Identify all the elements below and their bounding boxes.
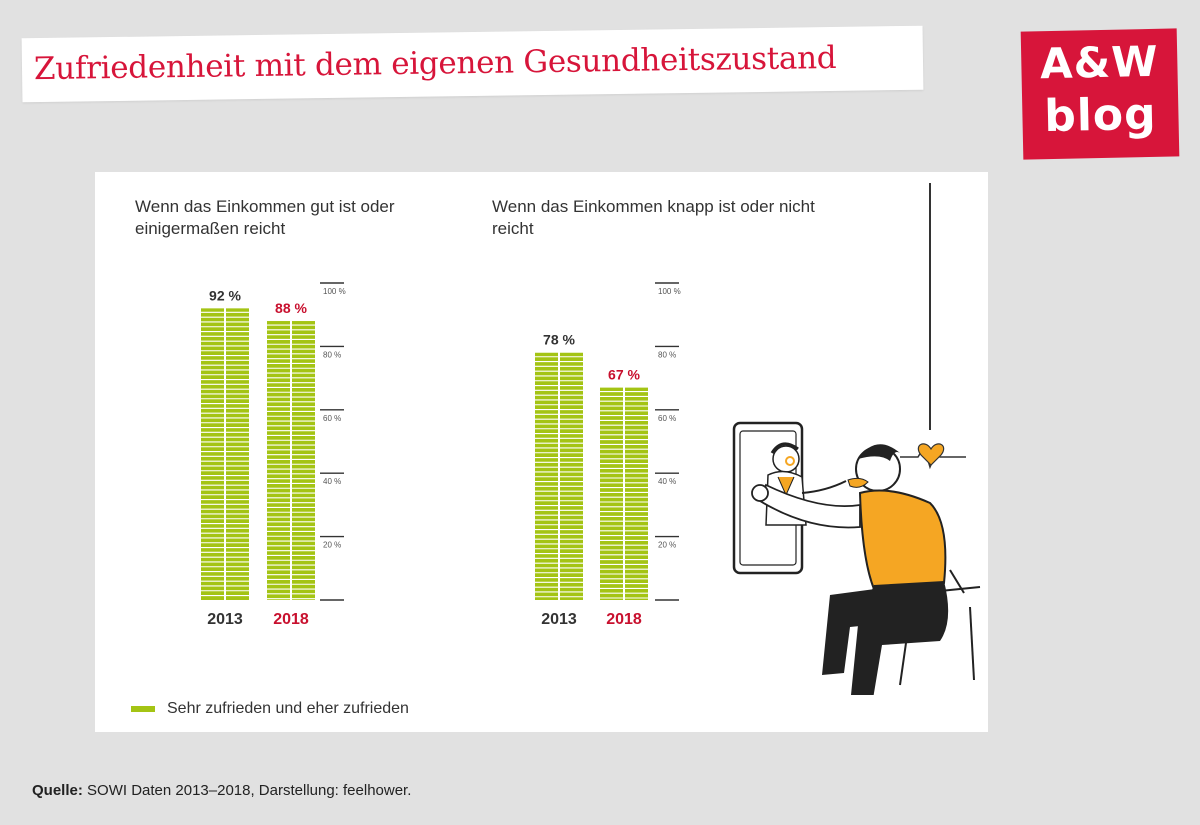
legend: Sehr zufrieden und eher zufrieden — [131, 700, 409, 718]
logo-line1: A&W — [1039, 36, 1160, 89]
bar-column — [201, 308, 224, 600]
bar-charts: 20 % 40 % 60 % 80 % 100 % 92 % 2013 88 % 2018 20 … — [201, 282, 681, 628]
value-label-left-2018: 88 % — [275, 300, 307, 316]
y-tick-label-right-100: 100 % — [658, 287, 681, 296]
category-label-right-2018: 2018 — [606, 611, 642, 628]
y-tick-label-left-60: 60 % — [323, 414, 341, 423]
legend-label: Sehr zufrieden und eher zufrieden — [167, 700, 409, 717]
bar-column — [600, 387, 623, 600]
y-tick-label-right-80: 80 % — [658, 350, 676, 359]
value-label-right-2018: 67 % — [608, 367, 640, 383]
chart-left-title: Wenn das Einkommen gut ist oder einigerm… — [135, 197, 395, 238]
category-label-left-2013: 2013 — [207, 611, 243, 628]
title-banner: Zufriedenheit mit dem eigenen Gesundheit… — [21, 25, 924, 103]
aw-blog-logo[interactable]: A&W blog — [1020, 28, 1180, 160]
y-tick-label-right-40: 40 % — [658, 477, 676, 486]
bar-right-2013 — [535, 352, 583, 600]
bar-column — [267, 321, 290, 600]
y-tick-label-left-20: 20 % — [323, 541, 341, 550]
bar-left-2013 — [201, 308, 249, 600]
y-tick-label-left-40: 40 % — [323, 477, 341, 486]
bar-column — [226, 308, 249, 600]
bar-right-2018 — [600, 387, 648, 600]
page-title: Zufriedenheit mit dem eigenen Gesundheit… — [33, 39, 837, 88]
bar-column — [292, 321, 315, 600]
category-label-right-2013: 2013 — [541, 611, 577, 628]
category-label-left-2018: 2018 — [273, 611, 309, 628]
y-tick-label-right-60: 60 % — [658, 414, 676, 423]
legend-swatch — [131, 706, 155, 712]
y-tick-label-right-20: 20 % — [658, 541, 676, 550]
bar-left-2018 — [267, 321, 315, 600]
doctor-video-call-illustration — [732, 183, 981, 695]
source-label: Quelle: — [32, 782, 83, 799]
y-tick-label-left-100: 100 % — [323, 287, 346, 296]
logo-line2: blog — [1043, 88, 1158, 143]
y-tick-label-left-80: 80 % — [323, 350, 341, 359]
value-label-left-2013: 92 % — [209, 287, 241, 303]
source-text: SOWI Daten 2013–2018, Darstellung: feelh… — [82, 782, 412, 799]
value-label-right-2013: 78 % — [543, 332, 575, 348]
source-note: Quelle: SOWI Daten 2013–2018, Darstellun… — [32, 782, 411, 799]
chart-panel: Wenn das Einkommen gut ist oder einigerm… — [95, 172, 988, 732]
chart-right-title: Wenn das Einkommen knapp ist oder nicht … — [492, 197, 815, 238]
bar-column — [625, 387, 648, 600]
